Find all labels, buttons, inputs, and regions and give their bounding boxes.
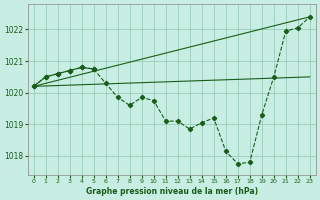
X-axis label: Graphe pression niveau de la mer (hPa): Graphe pression niveau de la mer (hPa) — [86, 187, 258, 196]
